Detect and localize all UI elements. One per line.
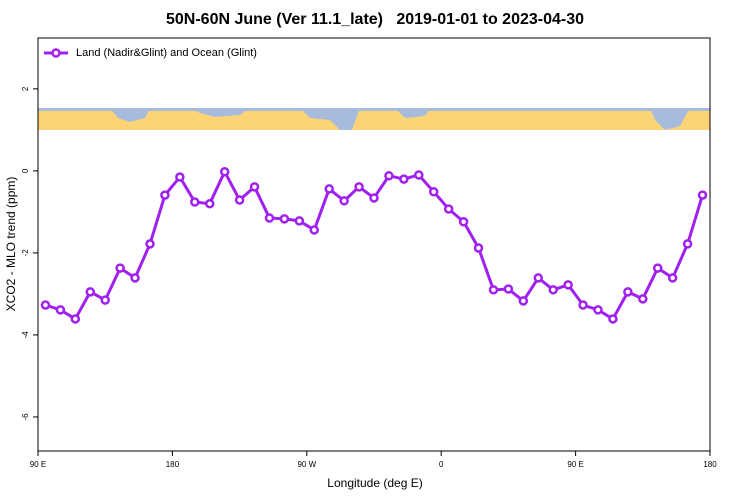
- y-tick-label: 2: [21, 86, 30, 91]
- map-strip: [38, 108, 710, 130]
- data-point: [219, 166, 230, 177]
- y-tick-label: -4: [21, 331, 30, 339]
- x-tick-label: 180: [703, 460, 717, 469]
- y-tick-label: 0: [21, 168, 30, 173]
- data-point: [503, 284, 514, 294]
- data-point: [234, 195, 245, 205]
- data-point: [414, 170, 424, 180]
- x-tick-label: 90 W: [297, 460, 316, 469]
- data-point: [682, 239, 693, 249]
- data-point: [384, 171, 394, 181]
- data-point: [428, 187, 439, 197]
- data-point: [638, 294, 648, 304]
- data-point: [608, 314, 618, 324]
- data-point: [518, 296, 529, 306]
- x-tick-label: 90 E: [567, 460, 583, 469]
- data-point: [578, 300, 588, 310]
- data-point: [309, 225, 320, 235]
- plot-frame: [37, 37, 711, 452]
- data-point: [458, 216, 469, 227]
- data-point: [160, 190, 170, 200]
- data-point: [488, 285, 499, 295]
- data-point: [40, 300, 51, 310]
- x-tick-label: 90 E: [30, 460, 46, 469]
- data-point: [652, 263, 663, 273]
- data-point: [369, 193, 379, 203]
- data-point: [204, 198, 215, 209]
- y-axis-label: XCO2 - MLO trend (ppm): [4, 177, 18, 312]
- legend-label: Land (Nadir&Glint) and Ocean (Glint): [76, 47, 257, 59]
- y-tick-label: -2: [21, 249, 30, 257]
- x-tick-label: 180: [166, 460, 180, 469]
- data-point: [324, 184, 334, 194]
- data-point: [339, 196, 349, 206]
- data-point: [697, 190, 708, 200]
- data-point: [264, 213, 275, 223]
- chart-title: 50N-60N June (Ver 11.1_late) 2019-01-01 …: [166, 11, 584, 28]
- data-point: [249, 182, 260, 192]
- data-point: [175, 172, 185, 182]
- legend-marker: [51, 48, 61, 58]
- data-point: [399, 174, 409, 184]
- data-point: [190, 197, 200, 207]
- data-point: [354, 182, 364, 192]
- data-point: [443, 204, 454, 214]
- x-tick-label: 0: [439, 460, 444, 469]
- data-point: [593, 305, 603, 315]
- x-axis-label: Longitude (deg E): [327, 476, 422, 490]
- data-point: [130, 273, 140, 283]
- data-point: [533, 273, 544, 283]
- data-point: [473, 243, 484, 253]
- data-point: [667, 273, 678, 283]
- data-point: [279, 214, 290, 224]
- data-point: [145, 239, 155, 249]
- data-point: [548, 285, 558, 295]
- data-point: [100, 295, 110, 305]
- y-tick-label: -6: [21, 413, 30, 421]
- data-point: [55, 305, 66, 315]
- data-point: [115, 263, 125, 273]
- data-point: [85, 287, 96, 297]
- data-point: [70, 314, 81, 324]
- data-point: [563, 280, 573, 290]
- data-point: [623, 287, 633, 297]
- data-point: [294, 216, 305, 226]
